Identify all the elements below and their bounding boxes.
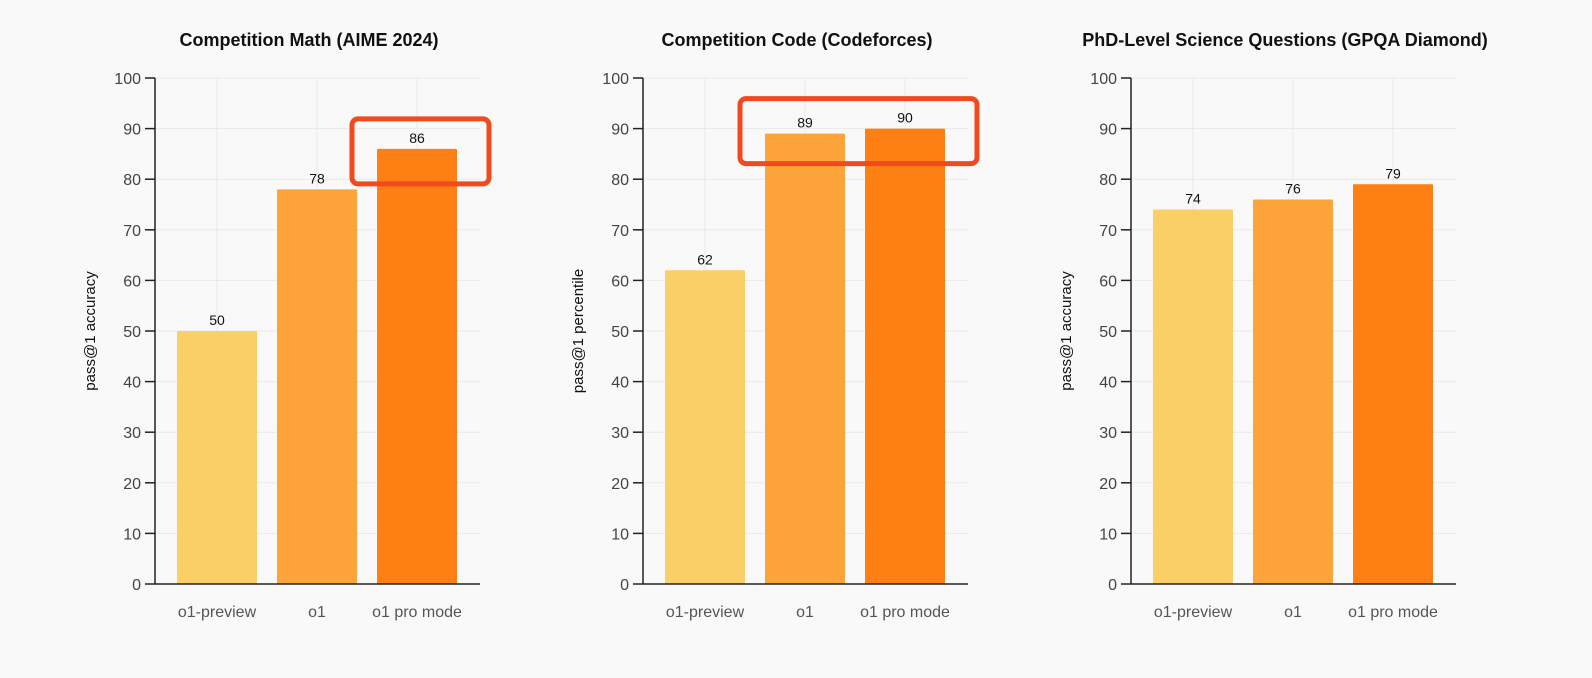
bar-o1-pro-mode: [865, 128, 945, 584]
y-tick-label: 60: [123, 273, 141, 290]
x-tick-label: o1-preview: [666, 604, 745, 621]
y-axis-label: pass@1 percentile: [570, 269, 587, 393]
y-tick-label: 80: [123, 172, 141, 189]
y-tick-label: 20: [123, 476, 141, 493]
x-tick-label: o1 pro mode: [860, 604, 950, 621]
y-tick-label: 10: [123, 526, 141, 543]
y-tick-label: 30: [1099, 425, 1117, 442]
y-tick-label: 40: [1099, 375, 1117, 392]
data-label: 89: [797, 115, 813, 131]
chart-gpqa: PhD-Level Science Questions (GPQA Diamon…: [1058, 30, 1488, 621]
y-tick-label: 40: [123, 375, 141, 392]
bar-o1-pro-mode: [1353, 184, 1433, 584]
y-tick-label: 70: [1099, 223, 1117, 240]
x-tick-label: o1: [796, 604, 814, 621]
y-tick-label: 50: [611, 324, 629, 341]
bar-o1-preview: [177, 331, 257, 584]
y-tick-label: 100: [1090, 71, 1117, 88]
y-tick-label: 40: [611, 375, 629, 392]
y-tick-label: 20: [1099, 476, 1117, 493]
bar-o1-preview: [665, 270, 745, 584]
y-tick-label: 30: [611, 425, 629, 442]
bar-o1: [1253, 199, 1333, 584]
bar-o1-pro-mode: [377, 148, 457, 584]
x-tick-label: o1 pro mode: [372, 604, 462, 621]
data-label: 62: [697, 251, 713, 267]
chart-aime: Competition Math (AIME 2024) 0 10 20 30 40 50 6…: [82, 30, 492, 621]
y-axis-label: pass@1 accuracy: [1058, 271, 1075, 391]
data-label: 86: [409, 130, 425, 146]
y-tick-label: 30: [123, 425, 141, 442]
chart-codeforces: Competition Code (Codeforces) 0 10 20 30 40 50…: [570, 30, 980, 621]
y-tick-label: 100: [114, 71, 141, 88]
y-tick-label: 0: [620, 577, 629, 594]
y-tick-label: 90: [611, 122, 629, 139]
chart-title: Competition Math (AIME 2024): [179, 30, 438, 50]
chart-title: Competition Code (Codeforces): [661, 30, 932, 50]
y-tick-label: 90: [1099, 122, 1117, 139]
y-tick-label: 70: [611, 223, 629, 240]
y-tick-label: 60: [1099, 273, 1117, 290]
y-tick-label: 0: [1108, 577, 1117, 594]
bar-o1: [277, 189, 357, 584]
highlight-box: [737, 96, 980, 167]
y-tick-label: 10: [1099, 526, 1117, 543]
x-tick-label: o1: [308, 604, 326, 621]
bar-o1-preview: [1153, 209, 1233, 584]
x-tick-label: o1 pro mode: [1348, 604, 1438, 621]
data-label: 74: [1185, 191, 1201, 207]
highlight-box: [349, 116, 492, 187]
y-tick-label: 60: [611, 273, 629, 290]
data-label: 78: [309, 170, 325, 186]
data-label: 76: [1285, 180, 1301, 196]
y-tick-label: 0: [132, 577, 141, 594]
data-label: 90: [897, 110, 913, 126]
y-tick-label: 80: [611, 172, 629, 189]
y-tick-label: 90: [123, 122, 141, 139]
x-tick-label: o1: [1284, 604, 1302, 621]
y-tick-label: 50: [1099, 324, 1117, 341]
y-tick-label: 50: [123, 324, 141, 341]
y-tick-label: 10: [611, 526, 629, 543]
bar-o1: [765, 133, 845, 584]
x-tick-label: o1-preview: [178, 604, 257, 621]
y-tick-label: 80: [1099, 172, 1117, 189]
x-tick-label: o1-preview: [1154, 604, 1233, 621]
y-tick-label: 100: [602, 71, 629, 88]
y-axis-label: pass@1 accuracy: [82, 271, 99, 391]
data-label: 79: [1385, 165, 1401, 181]
y-tick-label: 20: [611, 476, 629, 493]
chart-title: PhD-Level Science Questions (GPQA Diamon…: [1082, 30, 1487, 50]
y-tick-label: 70: [123, 223, 141, 240]
data-label: 50: [209, 312, 225, 328]
